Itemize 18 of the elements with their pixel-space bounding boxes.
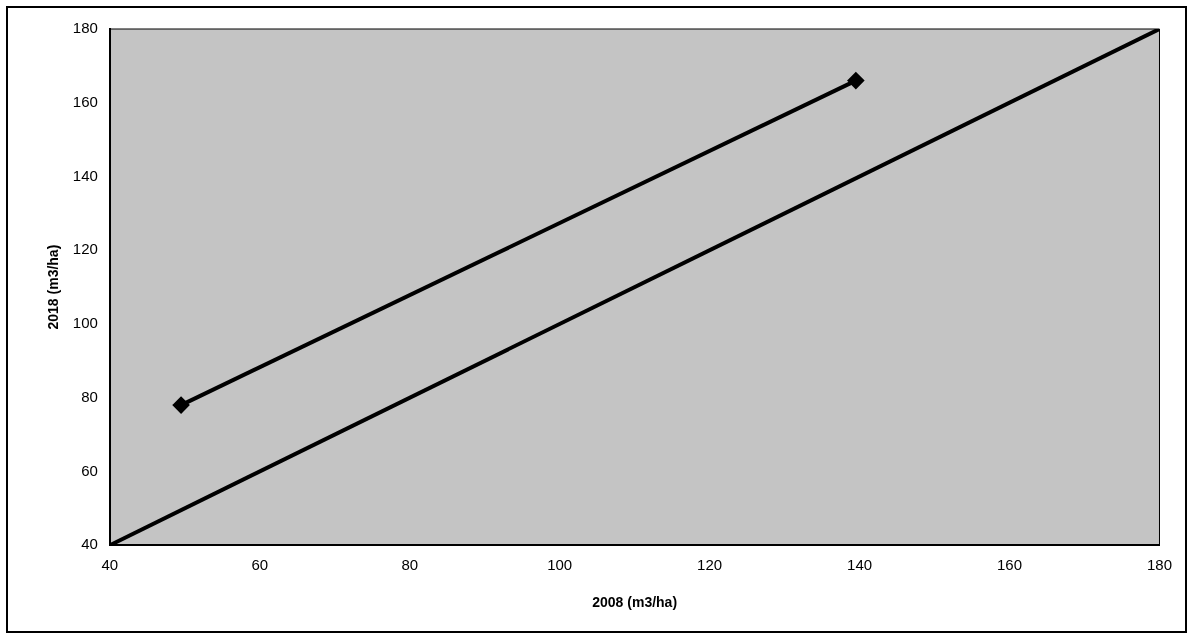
y-tick-label: 180 xyxy=(72,19,98,37)
y-tick-label: 160 xyxy=(72,92,98,110)
y-tick-label: 80 xyxy=(81,387,98,405)
x-axis-title: 2008 (m3/ha) xyxy=(592,594,678,611)
y-tick-label: 40 xyxy=(81,535,98,553)
x-tick-label: 40 xyxy=(101,556,119,574)
x-tick-label: 180 xyxy=(1146,556,1172,574)
y-tick-label: 120 xyxy=(72,240,98,258)
x-tick-label: 100 xyxy=(547,556,573,574)
x-tick-label: 120 xyxy=(697,556,723,574)
y-tick-label: 100 xyxy=(72,314,98,332)
y-tick-label: 140 xyxy=(72,166,98,184)
x-tick-label: 140 xyxy=(847,556,873,574)
y-axis-title: 2018 (m3/ha) xyxy=(45,244,62,330)
x-tick-label: 60 xyxy=(251,556,269,574)
y-tick-label: 60 xyxy=(81,461,98,479)
x-tick-label: 80 xyxy=(401,556,419,574)
x-tick-label: 160 xyxy=(997,556,1023,574)
